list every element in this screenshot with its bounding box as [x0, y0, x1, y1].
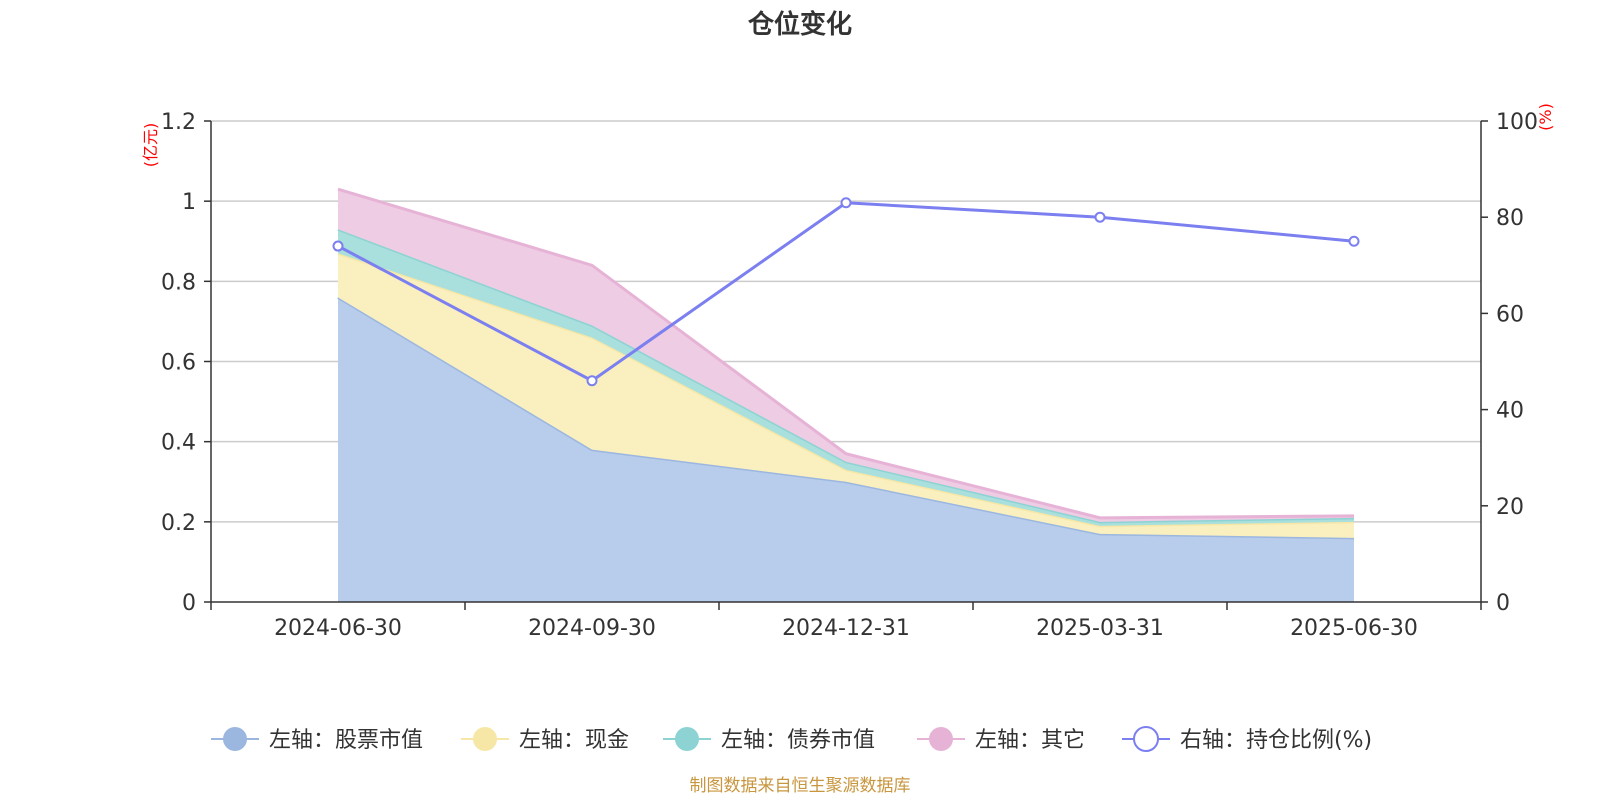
x-axis-tick-label: 2024-09-30 [528, 616, 656, 641]
legend-item[interactable]: 左轴：股票市值 [211, 727, 423, 753]
right-axis-tick-label: 40 [1496, 399, 1524, 424]
right-axis-tick-label: 80 [1496, 206, 1524, 231]
left-axis-tick-label: 0.4 [161, 431, 196, 456]
right-axis-tick-label: 60 [1496, 302, 1524, 327]
x-axis-tick-label: 2025-03-31 [1036, 616, 1164, 641]
legend-item[interactable]: 左轴：其它 [917, 727, 1085, 753]
ratio-line-point [1094, 211, 1106, 223]
legend-item[interactable]: 左轴：现金 [461, 727, 629, 753]
right-axis-tick-label: 100 [1496, 110, 1538, 135]
data-source-note: 制图数据来自恒生聚源数据库 [690, 776, 911, 796]
left-axis-tick-label: 1.2 [161, 110, 196, 135]
area-series-2 [338, 253, 1354, 538]
left-axis-tick-label: 1 [182, 190, 196, 215]
left-axis-unit: (亿元) [141, 123, 160, 168]
legend-marker [929, 727, 953, 751]
ratio-line-point [840, 197, 852, 209]
legend-label: 左轴：股票市值 [269, 728, 423, 753]
right-axis-tick-label: 20 [1496, 495, 1524, 520]
stacked-areas [337, 187, 1355, 602]
legend-item[interactable]: 右轴：持仓比例(%) [1122, 726, 1372, 753]
left-axis-tick-label: 0.8 [161, 270, 196, 295]
area-series-edge-4 [337, 187, 1355, 520]
left-axis-tick-label: 0.2 [161, 511, 196, 536]
area-series-4 [338, 189, 1354, 522]
legend-marker [675, 727, 699, 751]
area-series-3 [338, 229, 1354, 526]
right-axis-unit: (%) [1536, 103, 1555, 131]
legend-marker [223, 727, 247, 751]
ratio-line-point [1348, 235, 1360, 247]
legend-marker [1133, 726, 1159, 752]
left-axis-tick-label: 0 [182, 591, 196, 616]
area-series-1 [338, 297, 1354, 602]
legend-label: 左轴：现金 [519, 728, 629, 753]
x-axis-tick-label: 2024-06-30 [274, 616, 402, 641]
legend-label: 右轴：持仓比例(%) [1180, 728, 1372, 753]
legend[interactable]: 左轴：股票市值 左轴：现金 左轴：债券市值 左轴：其它 右轴：持仓比例(%) [211, 726, 1372, 753]
x-axis-tick-label: 2025-06-30 [1290, 616, 1418, 641]
axes: 0 0.2 0.4 0.6 0.8 1 1.2 0 20 40 60 80 100 2024-06-30 2… [141, 103, 1555, 641]
legend-label: 左轴：债券市值 [721, 728, 875, 753]
x-axis-tick-label: 2024-12-31 [782, 616, 910, 641]
chart-title: 仓位变化 [747, 9, 852, 40]
ratio-line-point [332, 240, 344, 252]
ratio-line-point [586, 375, 598, 387]
left-axis-tick-label: 0.6 [161, 351, 196, 376]
ratio-line [332, 197, 1360, 387]
legend-label: 左轴：其它 [975, 728, 1085, 753]
legend-marker [473, 727, 497, 751]
legend-item[interactable]: 左轴：债券市值 [663, 727, 875, 753]
right-axis-tick-label: 0 [1496, 591, 1510, 616]
